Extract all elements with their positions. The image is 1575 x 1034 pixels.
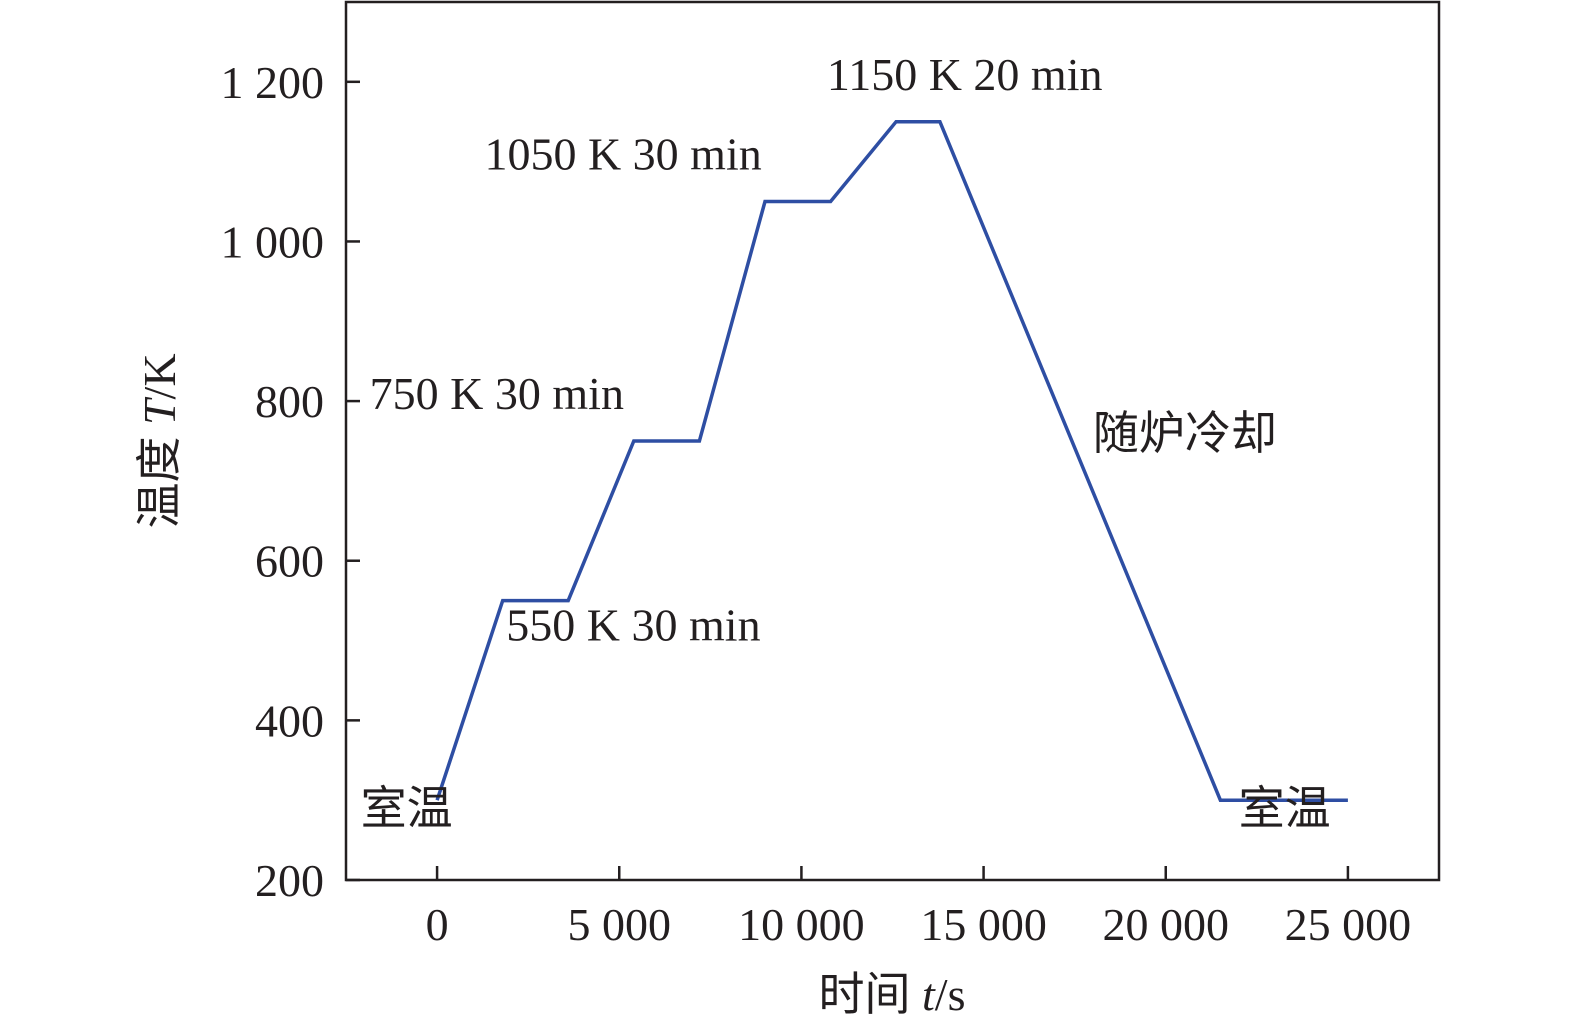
y-tick-label: 400 — [255, 695, 324, 746]
x-tick-label: 10 000 — [738, 899, 865, 950]
y-axis-ticks: 200 400 600 800 1 000 1 200 — [221, 57, 360, 906]
annotation-label: 随炉冷却 — [1093, 408, 1277, 459]
annotation-label: 550 K 30 min — [506, 600, 760, 651]
x-tick-label: 0 — [426, 899, 449, 950]
annotation-label: 750 K 30 min — [370, 368, 624, 419]
plot-frame — [344, 0, 1441, 882]
y-tick-label: 800 — [255, 376, 324, 427]
y-tick-label: 1 200 — [221, 57, 325, 108]
y-tick-label: 600 — [255, 536, 324, 587]
annotation-label: 1050 K 30 min — [484, 129, 761, 180]
annotations: 室温 550 K 30 min 750 K 30 min 1050 K 30 min 1… — [361, 49, 1331, 834]
y-tick-label: 200 — [255, 855, 324, 906]
x-tick-label: 25 000 — [1285, 899, 1412, 950]
x-tick-label: 20 000 — [1103, 899, 1230, 950]
x-axis-title: 时间 t/s — [819, 969, 966, 1020]
annotation-label: 1150 K 20 min — [827, 49, 1103, 100]
annotation-label: 室温 — [1239, 783, 1331, 834]
annotation-label: 室温 — [361, 783, 453, 834]
x-tick-label: 5 000 — [568, 899, 672, 950]
y-tick-label: 1 000 — [221, 216, 325, 267]
y-axis-title: 温度 T/K — [134, 353, 185, 528]
x-tick-label: 15 000 — [920, 899, 1047, 950]
x-axis-ticks: 0 5 000 10 000 15 000 20 000 25 000 — [426, 866, 1412, 950]
temperature-series-line — [435, 119, 1348, 802]
